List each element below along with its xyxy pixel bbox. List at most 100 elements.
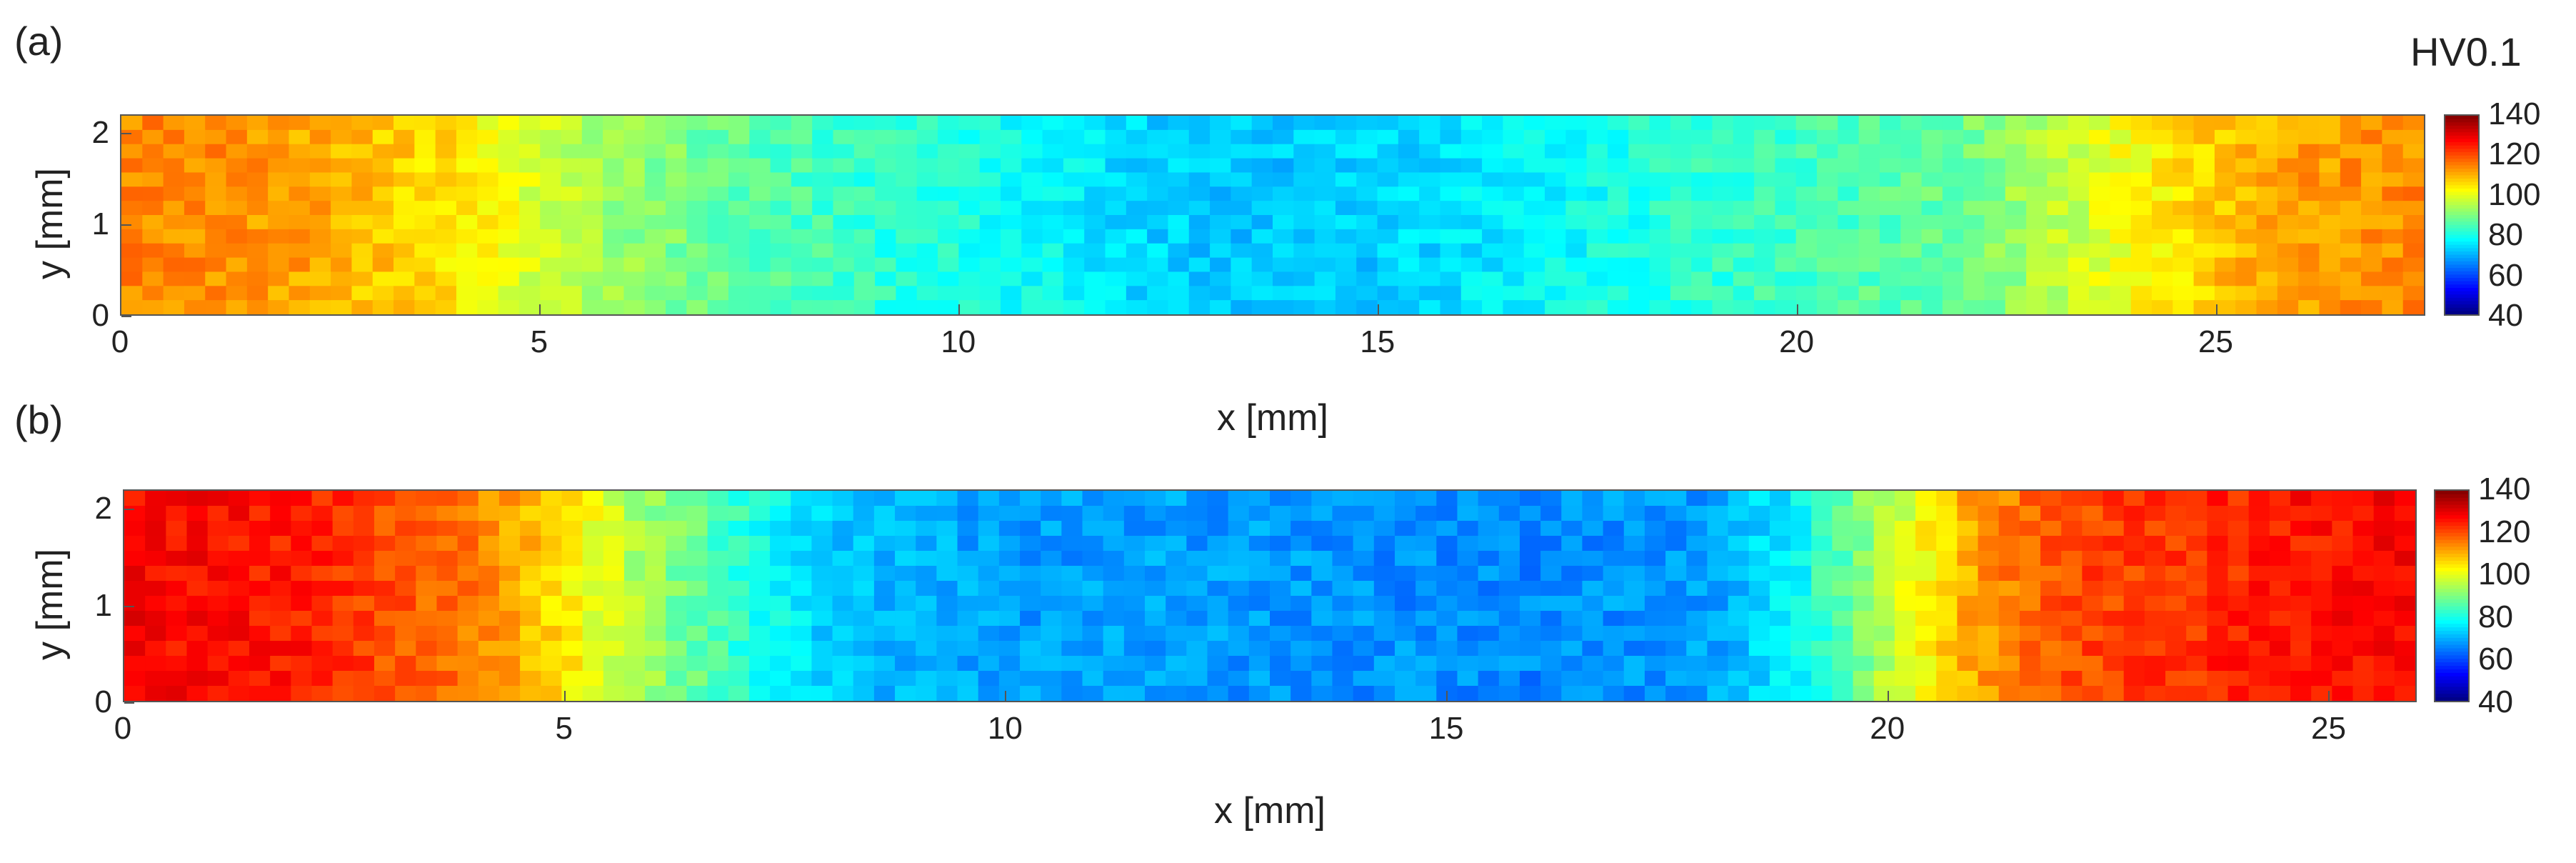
heatmap-cell [623,243,646,259]
heatmap-cell [1879,257,1901,273]
heatmap-cell [414,257,436,273]
heatmap-cell [1728,656,1750,672]
heatmap-cell [1754,271,1776,286]
heatmap-cell [1061,641,1083,657]
heatmap-cell [748,656,771,672]
heatmap-cell [1231,144,1253,159]
heatmap-cell [228,581,250,597]
heatmap-cell [1691,201,1713,216]
heatmap-cell [728,116,750,131]
heatmap-cell [2319,271,2341,286]
heatmap-cell [1251,286,1273,301]
heatmap-cell [998,491,1021,507]
heatmap-cell [853,116,876,131]
heatmap-cell [1754,243,1776,259]
heatmap-cell [1210,243,1231,259]
heatmap-cell [518,286,541,301]
heatmap-cell [979,186,1001,201]
heatmap-cell [1166,506,1187,522]
heatmap-cell [1063,116,1085,131]
heatmap-cell [875,286,897,301]
heatmap-cell [853,201,876,216]
colorbar-segment [2435,631,2468,635]
colorbar-b [2434,489,2470,702]
heatmap-cell [289,300,311,314]
heatmap-cell [833,229,855,244]
heatmap-cell [2019,596,2041,612]
heatmap-cell [124,656,146,672]
heatmap-cell [311,671,334,687]
heatmap-cell [1649,129,1671,145]
heatmap-cell [186,581,209,597]
heatmap-cell [414,229,436,244]
heatmap-cell [1168,286,1190,301]
heatmap-cell [1335,229,1357,244]
heatmap-cell [1519,641,1541,657]
heatmap-cell [1290,506,1312,522]
heatmap-cell [205,116,227,131]
heatmap-cell [1105,158,1127,174]
heatmap-cell [1061,596,1083,612]
heatmap-cell [2207,686,2229,701]
heatmap-cell [351,271,374,286]
heatmap-cell [1769,641,1791,657]
heatmap-cell [603,158,625,174]
heatmap-cell [603,172,625,187]
heatmap-cell [811,536,833,552]
heatmap-cell [2005,229,2027,244]
heatmap-cell [2151,144,2173,159]
heatmap-cell [1332,521,1354,537]
heatmap-cell [1021,129,1043,145]
heatmap-cell [2110,257,2132,273]
heatmap-cell [811,641,833,657]
heatmap-cell [246,129,269,145]
heatmap-cell [1957,671,1979,687]
heatmap-cell [270,491,291,507]
heatmap-cell [1586,144,1608,159]
heatmap-cell [331,215,352,230]
heatmap-cell [2172,286,2195,301]
heatmap-cell [205,243,227,259]
heatmap-cell [707,158,729,174]
heatmap-cell [958,129,981,145]
x-tick-label: 20 [1870,711,1905,746]
heatmap-cell [2165,656,2187,672]
heatmap-cell [1415,596,1437,612]
heatmap-cell [832,656,854,672]
heatmap-cell [1398,186,1420,201]
heatmap-cell [1984,144,2006,159]
heatmap-cell [1769,656,1791,672]
heatmap-cell [875,129,897,145]
heatmap-cell [1795,271,1818,286]
heatmap-cell [414,215,436,230]
heatmap-cell [1373,671,1395,687]
heatmap-cell [541,626,563,642]
colorbar-segment [2435,617,2468,621]
heatmap-cell [2082,656,2104,672]
heatmap-cell [478,686,500,701]
heatmap-cell [561,201,583,216]
heatmap-cell [1644,566,1666,582]
heatmap-cell [1790,521,1812,537]
heatmap-cell [2352,551,2375,567]
heatmap-cell [1186,566,1208,582]
heatmap-cell [875,186,897,201]
heatmap-cell [1707,656,1729,672]
heatmap-cell [2144,686,2166,701]
heatmap-cell [268,271,290,286]
heatmap-cell [1832,626,1854,642]
heatmap-cell [1290,641,1312,657]
heatmap-cell [145,611,166,627]
heatmap-cell [582,641,604,657]
heatmap-cell [456,129,478,145]
heatmap-cell [1103,611,1125,627]
heatmap-cell [936,521,958,537]
heatmap-cell [1915,506,1937,522]
heatmap-cell [791,144,813,159]
heatmap-cell [2144,596,2166,612]
heatmap-cell [2089,201,2110,216]
heatmap-cell [268,129,290,145]
heatmap-cell [478,536,500,552]
heatmap-cell [1998,566,2020,582]
heatmap-cell [1482,243,1503,259]
